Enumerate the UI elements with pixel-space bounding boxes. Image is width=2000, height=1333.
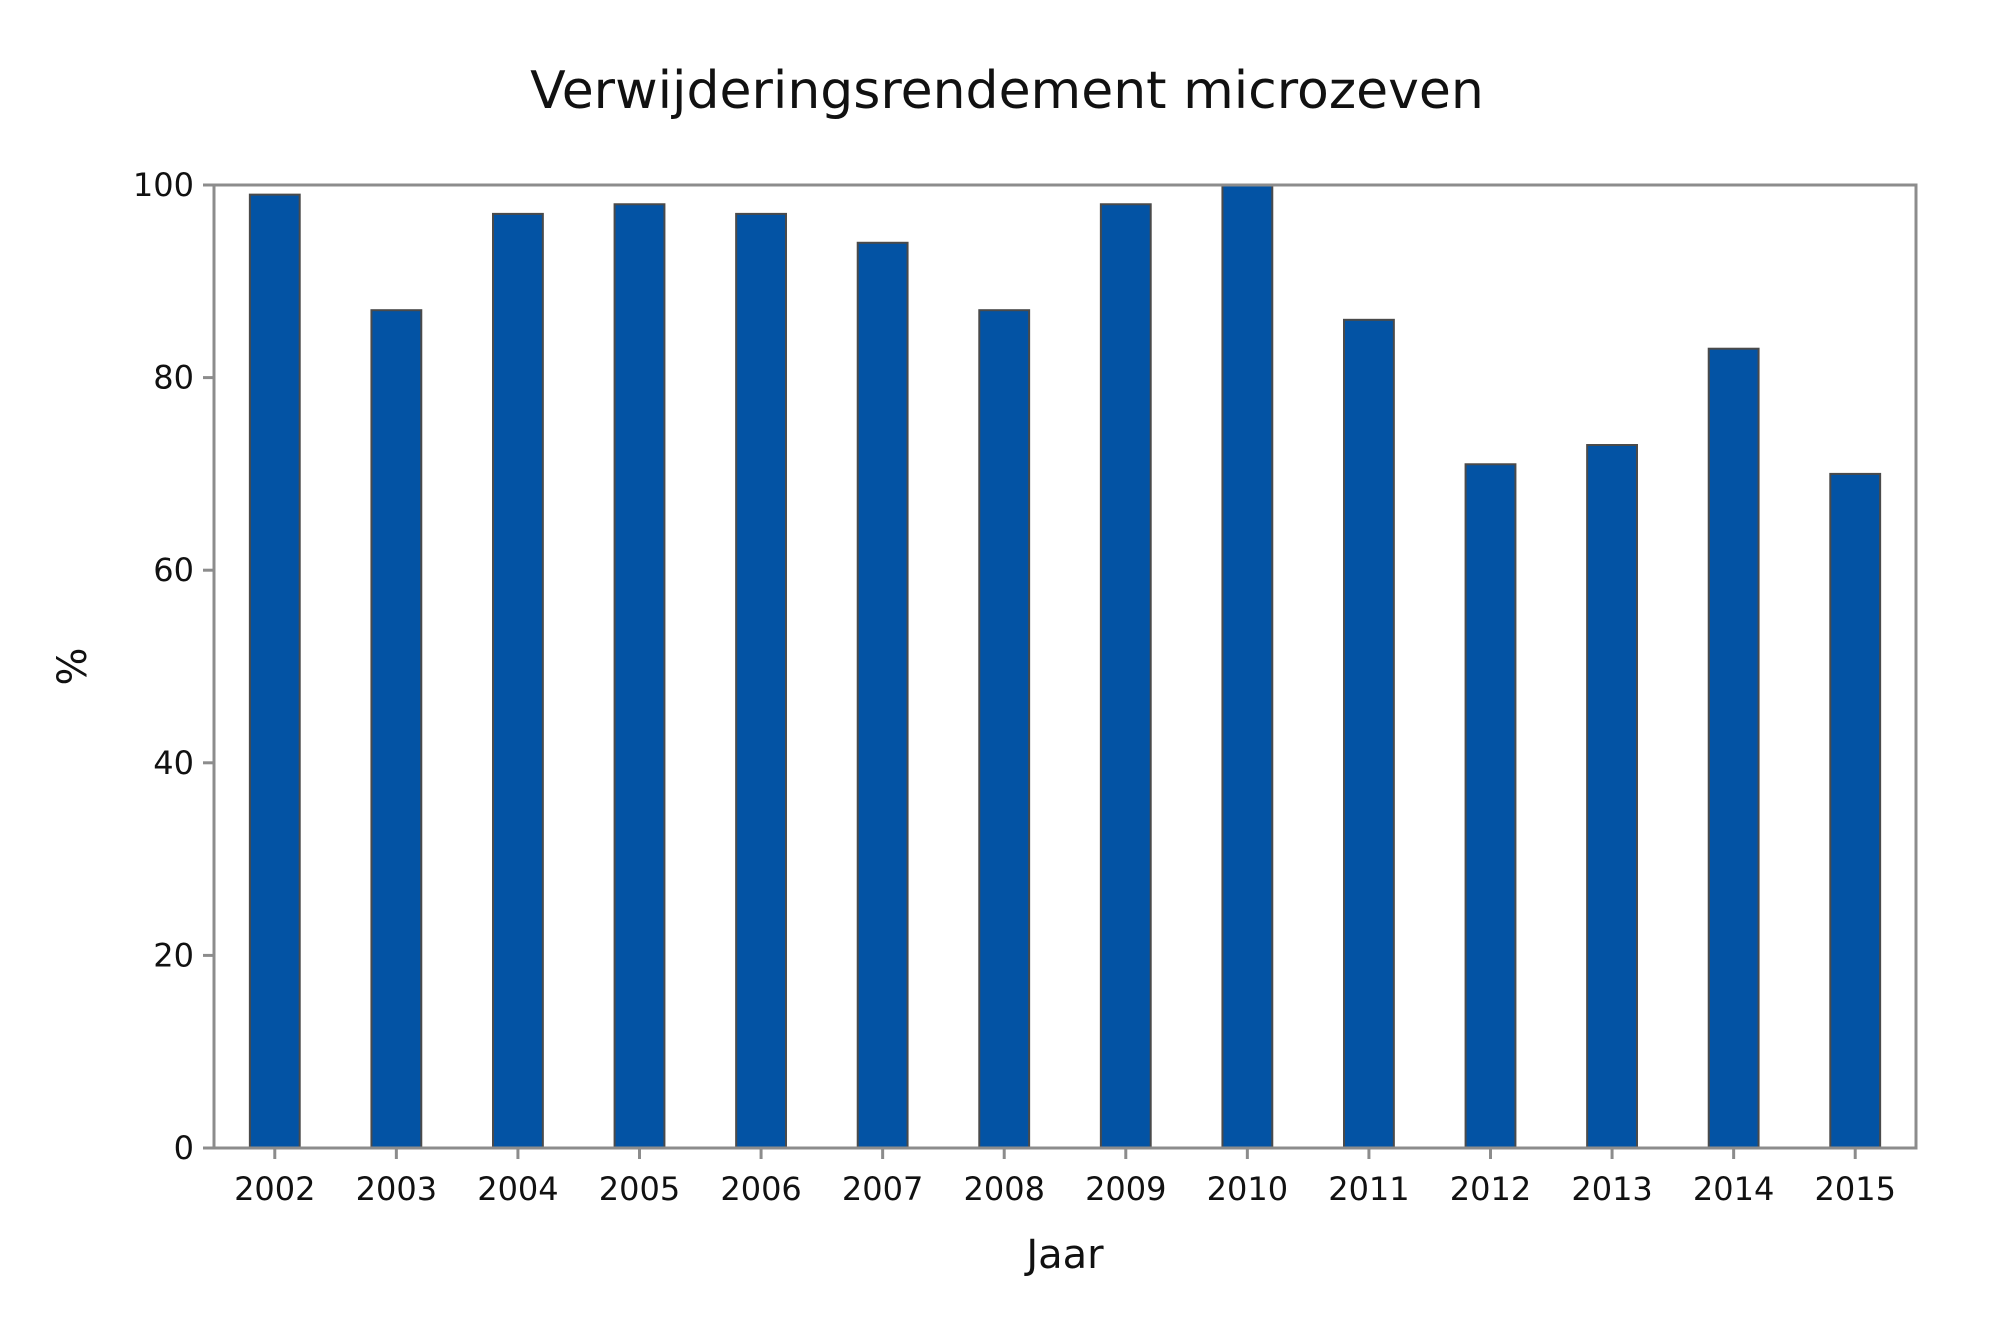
x-tick-label: 2015 (1814, 1170, 1895, 1208)
x-tick-label: 2011 (1328, 1170, 1409, 1208)
bar-2002 (248, 193, 301, 1149)
bar-2010 (1221, 184, 1274, 1149)
x-tick-label: 2003 (356, 1170, 437, 1208)
y-tick-label: 40 (153, 744, 194, 782)
y-tick-label: 80 (153, 359, 194, 397)
bar-2011 (1343, 318, 1395, 1149)
x-axis-label: Jaar (1023, 1232, 1104, 1278)
x-tick-label: 2007 (842, 1170, 923, 1208)
bar-2009 (1099, 203, 1152, 1149)
x-tick-label: 2005 (599, 1170, 680, 1208)
bar-2004 (492, 212, 544, 1149)
plot-frame (212, 183, 1918, 1150)
chart-title: Verwijderingsrendement microzeven (530, 61, 1484, 121)
x-tick-label: 2008 (963, 1170, 1044, 1208)
x-tick-label: 2013 (1571, 1170, 1652, 1208)
x-tick-label: 2014 (1693, 1170, 1774, 1208)
x-tick-label: 2006 (720, 1170, 801, 1208)
x-tick-label: 2012 (1450, 1170, 1531, 1208)
bar-2015 (1829, 472, 1882, 1149)
x-tick-label: 2004 (477, 1170, 558, 1208)
bar-2003 (370, 309, 423, 1149)
y-axis: 0 20 40 60 80 100 (133, 166, 214, 1167)
bar-2007 (856, 241, 909, 1149)
y-tick-label: 60 (153, 551, 194, 589)
x-tick-label: 2009 (1085, 1170, 1166, 1208)
x-tick-label: 2010 (1207, 1170, 1288, 1208)
y-tick-label: 100 (133, 166, 194, 204)
bar-2005 (613, 203, 666, 1149)
y-tick-label: 20 (153, 936, 194, 974)
bar-2013 (1586, 444, 1638, 1149)
x-tick-label: 2002 (234, 1170, 315, 1208)
bars (248, 184, 1882, 1149)
bar-2014 (1707, 347, 1760, 1149)
y-tick-label: 0 (174, 1129, 194, 1167)
x-axis: 2002 2003 2004 2005 2006 2007 2008 2009 2010 2011… (234, 1148, 1896, 1208)
bar-2006 (735, 212, 787, 1149)
bar-2008 (978, 309, 1031, 1149)
bar-2012 (1464, 463, 1517, 1149)
y-axis-label: % (50, 647, 96, 685)
